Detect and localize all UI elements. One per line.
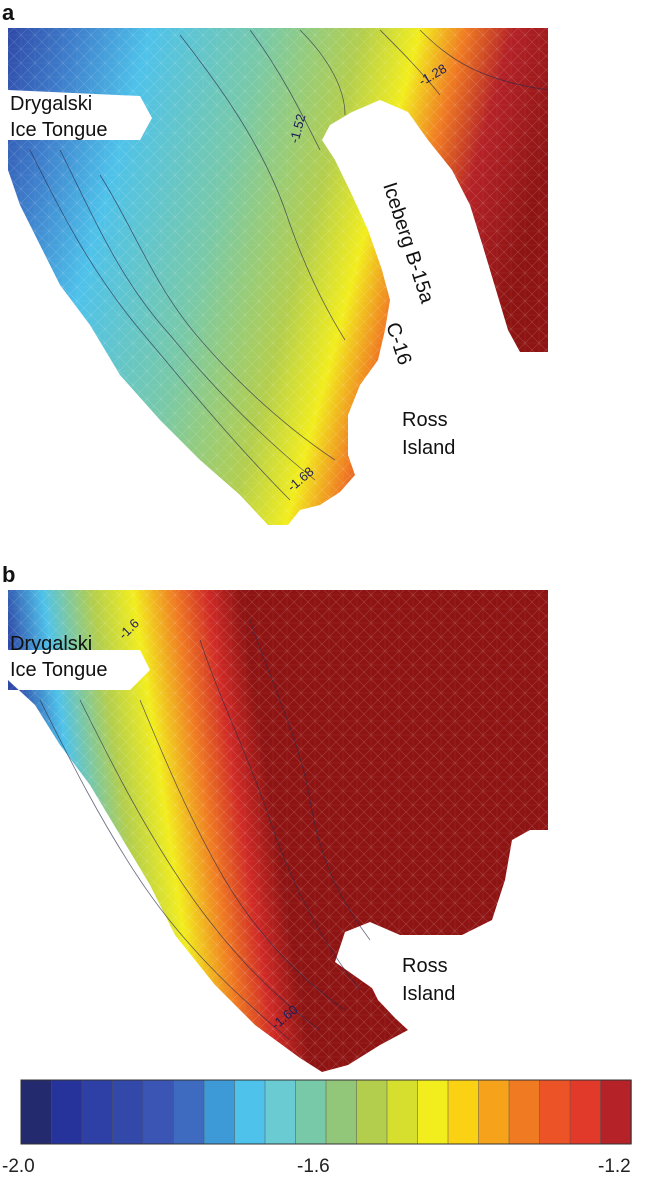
colorbar-cell [539, 1079, 571, 1145]
colorbar-cell [20, 1079, 53, 1145]
colorbar-cell [112, 1079, 144, 1145]
panel-b-letter: b [2, 562, 15, 587]
colorbar-cell [203, 1079, 236, 1145]
colorbar-cell [478, 1079, 510, 1145]
colorbar-frame [20, 1079, 632, 1145]
colorbar-tick-mid: -1.6 [297, 1156, 330, 1177]
colorbar-cell [600, 1079, 632, 1145]
panel-a-contour-label: -1.52 [286, 112, 308, 145]
colorbar-cell [51, 1079, 83, 1145]
colorbar-cells [20, 1079, 632, 1145]
ross-island-label-line1: Ross [402, 955, 448, 977]
colorbar-cell [264, 1079, 297, 1145]
panel-b-mesh [8, 590, 548, 1072]
colorbar-cell [508, 1079, 541, 1145]
panel-b: b -1.6 -1.60 Drygalski Ice Tongue Ross I… [2, 562, 548, 1072]
drygalski-label-line2: Ice Tongue [10, 119, 108, 141]
colorbar-cell [325, 1079, 358, 1145]
panel-a: a -1.52 -1.28 -1.68 Drygalski Ice Tongue… [2, 0, 549, 525]
colorbar-tick-max: -1.2 [598, 1156, 631, 1177]
colorbar-cell [295, 1079, 327, 1145]
colorbar-cell [81, 1079, 114, 1145]
panel-a-letter: a [2, 0, 15, 25]
colorbar-cell [386, 1079, 419, 1145]
ross-island-label-line2: Island [402, 983, 455, 1005]
ross-island-label-line1: Ross [402, 409, 448, 431]
panel-a-contours [29, 29, 549, 501]
colorbar-cell [417, 1079, 449, 1145]
panel-b-contours [39, 619, 371, 1041]
panel-a-mesh [8, 28, 548, 525]
drygalski-label-line1: Drygalski [10, 93, 92, 115]
ross-island-label-line2: Island [402, 437, 455, 459]
colorbar-cell [356, 1079, 388, 1145]
c16-label: C-16 [381, 320, 415, 368]
colorbar-cell [234, 1079, 266, 1145]
colorbar-tick-min: -2.0 [2, 1156, 35, 1177]
drygalski-label-line1: Drygalski [10, 633, 92, 655]
colorbar: -2.0 -1.6 -1.2 [2, 1079, 632, 1177]
drygalski-label-line2: Ice Tongue [10, 659, 108, 681]
colorbar-cell [569, 1079, 602, 1145]
iceberg-label: Iceberg B-15a [378, 180, 438, 307]
colorbar-cell [173, 1079, 205, 1145]
colorbar-cell [447, 1079, 480, 1145]
colorbar-cell [142, 1079, 175, 1145]
